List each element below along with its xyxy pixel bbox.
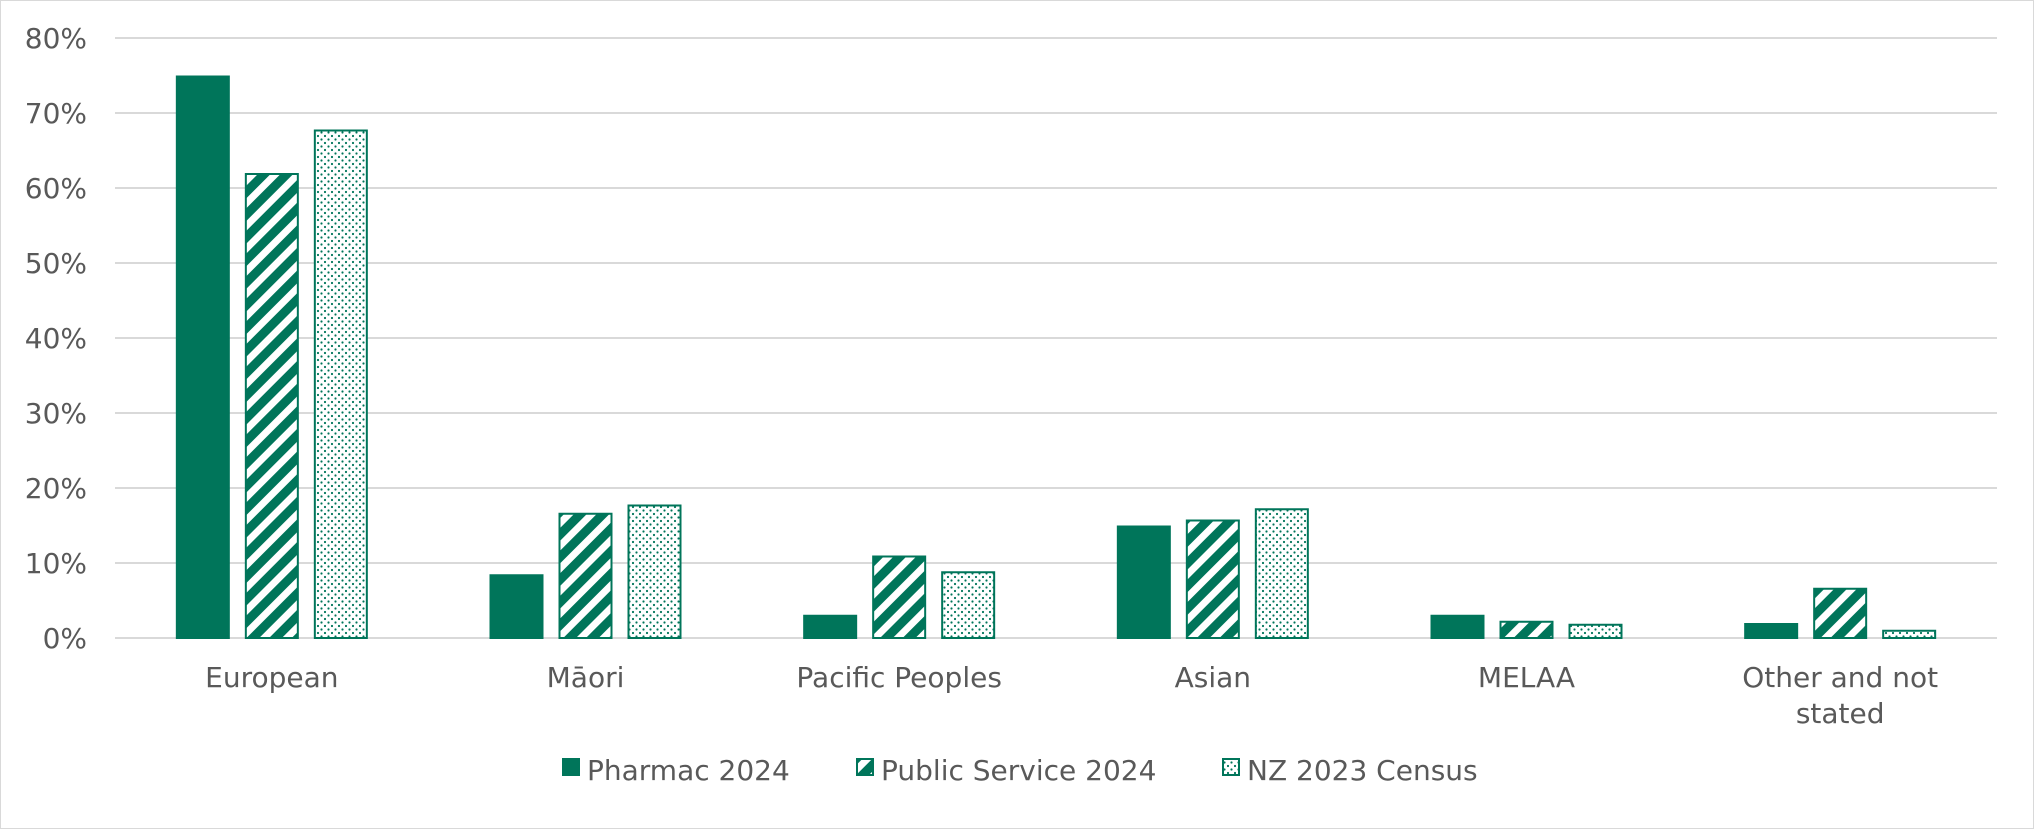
bars [175,75,1937,639]
y-tick-label: 30% [25,397,87,430]
legend-swatch [1222,758,1240,776]
x-tick-label: Pacific Peoples [796,661,1002,694]
bar [1499,620,1554,639]
bar [313,129,368,639]
bar [1568,623,1623,639]
y-tick-label: 60% [25,172,87,205]
legend-swatch [562,758,580,776]
legend-label: Public Service 2024 [881,754,1156,787]
bar [627,504,682,639]
bar [872,555,927,639]
legend-swatch [856,758,874,776]
y-tick-label: 70% [25,97,87,130]
bar [1254,508,1309,639]
y-tick-label: 80% [25,22,87,55]
bar [244,173,299,639]
bar [489,574,544,639]
legend-label: Pharmac 2024 [587,754,790,787]
x-tick-label: Māori [547,661,625,694]
legend-label: NZ 2023 Census [1247,754,1478,787]
y-tick-label: 10% [25,547,87,580]
bar [558,512,613,639]
y-axis-tick-labels: 0% 10% 20% 30% 40% 50% 60% 70% 80% [25,22,87,655]
bar [1185,519,1240,639]
bar [1882,629,1937,639]
x-axis-tick-labels: European Māori Pacific Peoples Asian MELAA Ot… [205,661,1938,730]
y-tick-label: 50% [25,247,87,280]
y-tick-label: 40% [25,322,87,355]
y-tick-label: 20% [25,472,87,505]
bar [1744,623,1799,639]
gridlines [115,37,1997,639]
bar [1116,525,1171,639]
bar [1430,614,1485,639]
bar [175,75,230,639]
bar [941,571,996,639]
legend: Pharmac 2024 Public Service 2024 NZ 2023 C… [562,754,1478,787]
x-tick-label: European [205,661,338,694]
x-tick-label: Other and not stated [1742,661,1938,730]
y-tick-label: 0% [43,622,87,655]
bar [1813,587,1868,639]
x-tick-label: Asian [1175,661,1251,694]
bar [803,614,858,639]
x-tick-label: MELAA [1478,661,1575,694]
